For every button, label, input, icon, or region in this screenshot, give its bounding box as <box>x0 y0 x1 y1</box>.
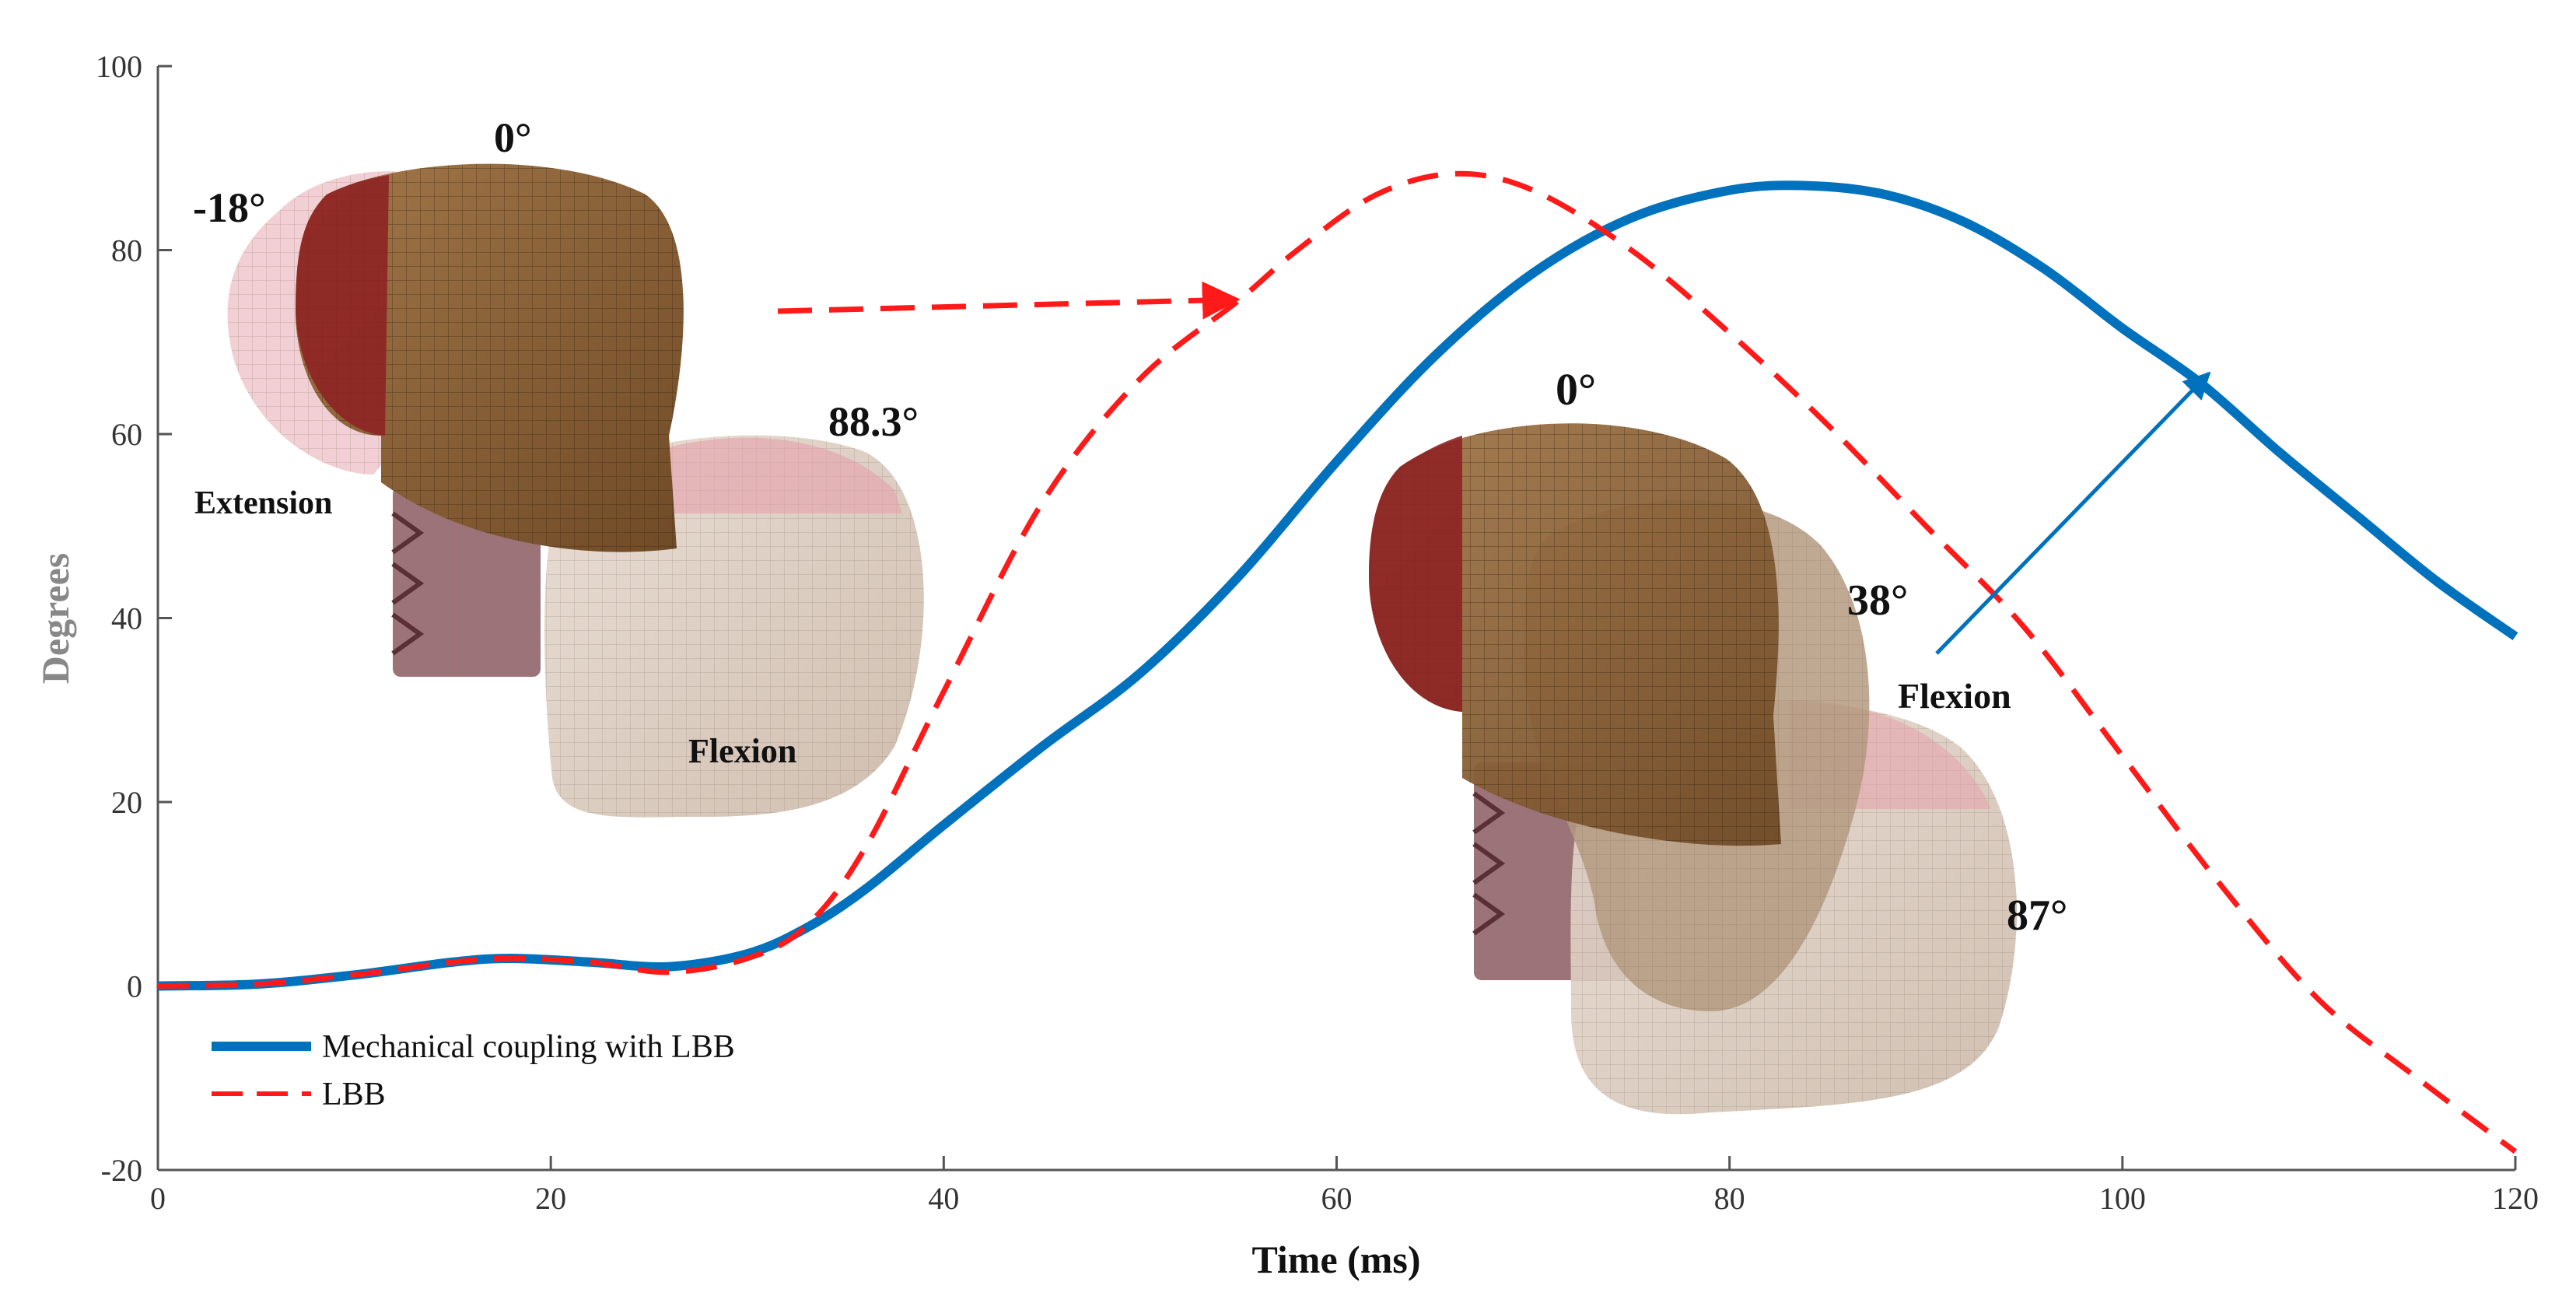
y-tick-label: -20 <box>101 1153 142 1188</box>
legend-label-lbb: LBB <box>322 1077 386 1112</box>
series-layer <box>157 170 2518 1154</box>
annotation-mc-peak-angle: 87° <box>2007 891 2067 940</box>
x-tick-label: 40 <box>928 1181 959 1216</box>
series-line-mechanical-coupling <box>157 180 2518 991</box>
x-axis-title: Time (ms) <box>1251 1238 1420 1281</box>
x-tick-label: 120 <box>2492 1181 2539 1216</box>
annotation-flexion-label-right: Flexion <box>1898 676 2011 716</box>
y-tick-label: 40 <box>111 601 142 636</box>
x-ticks: 0 20 40 60 80 100 120 <box>150 1156 2539 1216</box>
annotation-mc-mid-angle: 38° <box>1847 576 1908 625</box>
annotation-ext-peak-angle: 88.3° <box>828 398 919 445</box>
y-tick-label: 20 <box>111 785 142 820</box>
head-model-illustration-right <box>1369 423 2017 1115</box>
annotation-ext-neg-angle: -18° <box>193 184 266 231</box>
legend-label-mc: Mechanical coupling with LBB <box>322 1029 735 1065</box>
annotation-extension-label: Extension <box>194 485 332 521</box>
annotation-ext-zero-angle: 0° <box>494 114 532 161</box>
x-tick-label: 80 <box>1714 1181 1745 1216</box>
y-tick-label: 100 <box>96 49 142 84</box>
y-tick-label: 0 <box>127 969 142 1004</box>
annotation-flexion-label-left: Flexion <box>688 732 796 770</box>
series-line-lbb <box>157 170 2518 1154</box>
y-axis-title: Degrees <box>33 553 77 684</box>
annotation-mc-zero-angle: 0° <box>1556 364 1596 415</box>
lbb-pointer-arrow <box>777 281 1241 320</box>
legend: Mechanical coupling with LBB LBB <box>212 1029 735 1112</box>
y-tick-label: 80 <box>111 233 142 268</box>
x-tick-label: 0 <box>150 1181 166 1216</box>
x-tick-label: 100 <box>2099 1181 2146 1216</box>
head-model-illustration-left <box>227 163 924 818</box>
x-tick-label: 20 <box>535 1181 566 1216</box>
mc-pointer-arrow <box>1935 371 2211 655</box>
y-tick-label: 60 <box>111 417 142 452</box>
y-ticks: -20 0 20 40 60 80 100 <box>96 49 172 1188</box>
x-tick-label: 60 <box>1321 1181 1353 1216</box>
